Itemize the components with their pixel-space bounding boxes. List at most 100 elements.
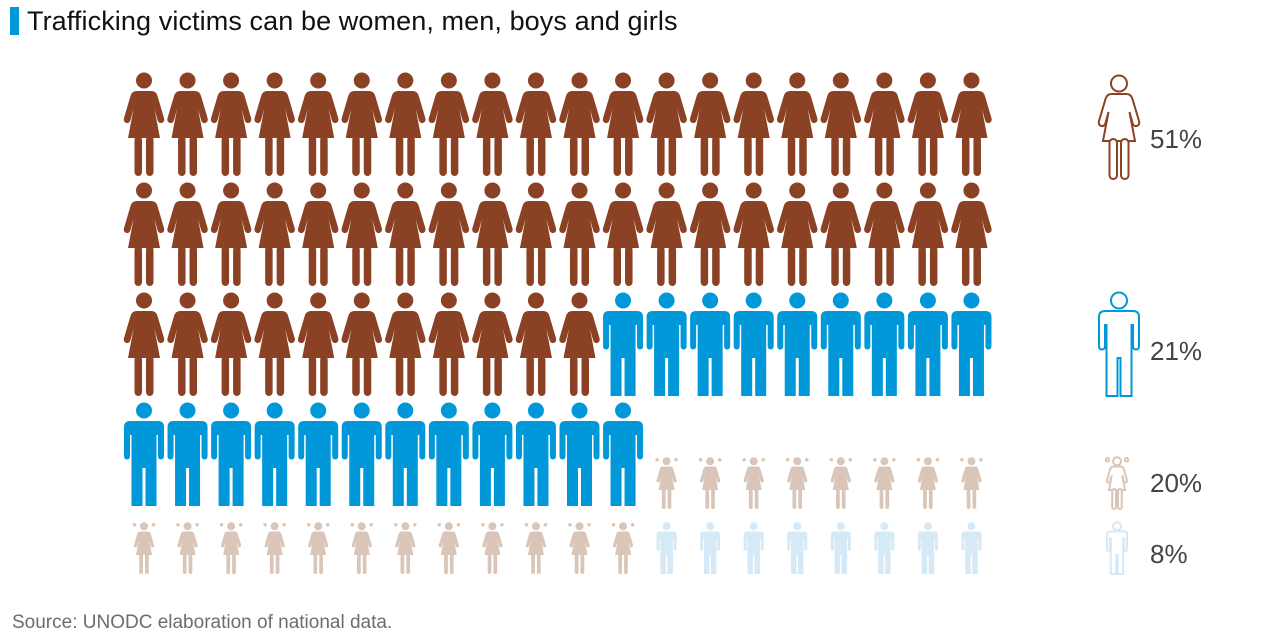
woman-icon-48 [428, 292, 470, 396]
girl-icon-13 [306, 522, 330, 574]
man-icon-16 [385, 402, 426, 506]
woman-icon-27 [385, 182, 426, 286]
man-icon-20 [559, 402, 600, 506]
woman-icon-29 [472, 182, 513, 286]
boy-icon-4 [787, 522, 808, 574]
girl-icon-5 [829, 457, 853, 509]
boy-icon-5 [830, 522, 851, 574]
legend-label-women: 51% [1150, 124, 1202, 154]
girl-icon-4 [786, 457, 809, 509]
chart-title: Trafficking victims can be women, men, b… [27, 5, 678, 36]
girl-icon-7 [916, 457, 940, 509]
woman-icon-40 [951, 182, 992, 286]
woman-icon-37 [820, 182, 862, 286]
woman-icon-17 [820, 72, 862, 176]
woman-icon-35 [733, 182, 774, 286]
girl-icon-18 [524, 522, 548, 574]
chart-title-wrap: Trafficking victims can be women, men, b… [10, 4, 678, 38]
woman-icon-31 [559, 182, 600, 286]
girl-icon-10 [176, 522, 199, 574]
woman-icon-2 [167, 72, 208, 176]
woman-icon-22 [167, 182, 208, 286]
woman-icon-36 [777, 182, 818, 286]
legend-man-icon [1098, 291, 1140, 397]
woman-icon-51 [559, 292, 600, 396]
girl-icon-8 [960, 457, 983, 509]
man-icon-14 [298, 402, 339, 506]
legend-label-boys: 8% [1150, 539, 1188, 569]
woman-icon-42 [167, 292, 208, 396]
girl-icon-2 [698, 457, 722, 509]
woman-icon-45 [297, 292, 339, 396]
woman-icon-9 [472, 72, 513, 176]
man-icon-6 [820, 292, 861, 396]
woman-icon-4 [254, 72, 295, 176]
man-icon-8 [907, 292, 948, 396]
girl-icon-17 [481, 522, 504, 574]
woman-icon-43 [210, 292, 252, 396]
man-icon-9 [951, 292, 992, 396]
girl-icon-15 [394, 522, 417, 574]
woman-icon-6 [341, 72, 382, 176]
girl-icon-3 [742, 457, 765, 509]
woman-icon-50 [515, 292, 557, 396]
woman-icon-8 [428, 72, 470, 176]
woman-icon-19 [907, 72, 949, 176]
woman-icon-33 [646, 182, 687, 286]
man-icon-12 [211, 402, 252, 506]
boy-icon-3 [743, 522, 764, 574]
woman-icon-5 [297, 72, 339, 176]
man-icon-10 [124, 402, 164, 506]
girl-icon-9 [132, 522, 156, 574]
girl-icon-20 [611, 522, 635, 574]
woman-icon-3 [210, 72, 252, 176]
man-icon-21 [603, 402, 644, 506]
girl-icon-1 [655, 457, 678, 509]
girl-icon-19 [568, 522, 591, 574]
legend: 51% 21% 20% 8% [1097, 74, 1202, 575]
woman-icon-26 [341, 182, 382, 286]
man-icon-13 [254, 402, 295, 506]
woman-icon-11 [559, 72, 600, 176]
boy-icon-6 [874, 522, 895, 574]
woman-icon-41 [123, 292, 165, 396]
girl-icon-12 [263, 522, 286, 574]
boy-icon-2 [700, 522, 721, 574]
woman-icon-47 [385, 292, 426, 396]
woman-icon-10 [515, 72, 557, 176]
woman-icon-23 [210, 182, 252, 286]
woman-icon-28 [428, 182, 470, 286]
legend-label-men: 21% [1150, 336, 1202, 366]
girl-icon-11 [219, 522, 243, 574]
woman-icon-24 [254, 182, 295, 286]
legend-woman-icon [1097, 74, 1141, 180]
woman-icon-14 [689, 72, 731, 176]
man-icon-17 [428, 402, 469, 506]
woman-icon-18 [864, 72, 905, 176]
man-icon-11 [167, 402, 208, 506]
man-icon-4 [733, 292, 774, 396]
title-accent-bar [10, 7, 19, 35]
man-icon-7 [864, 292, 905, 396]
legend-boy-icon [1106, 521, 1128, 575]
woman-icon-16 [777, 72, 818, 176]
boy-icon-7 [917, 522, 938, 574]
woman-icon-39 [907, 182, 949, 286]
man-icon-18 [472, 402, 513, 506]
woman-icon-13 [646, 72, 687, 176]
man-icon-3 [690, 292, 731, 396]
source-note: Source: UNODC elaboration of national da… [12, 612, 393, 633]
woman-icon-21 [123, 182, 165, 286]
legend-label-girls: 20% [1150, 468, 1202, 498]
icon-grid [123, 72, 992, 574]
woman-icon-38 [864, 182, 905, 286]
girl-icon-6 [873, 457, 896, 509]
woman-icon-49 [472, 292, 513, 396]
woman-icon-44 [254, 292, 295, 396]
girl-icon-16 [437, 522, 461, 574]
man-icon-19 [515, 402, 556, 506]
girl-icon-14 [350, 522, 373, 574]
woman-icon-12 [602, 72, 644, 176]
man-icon-15 [341, 402, 382, 506]
